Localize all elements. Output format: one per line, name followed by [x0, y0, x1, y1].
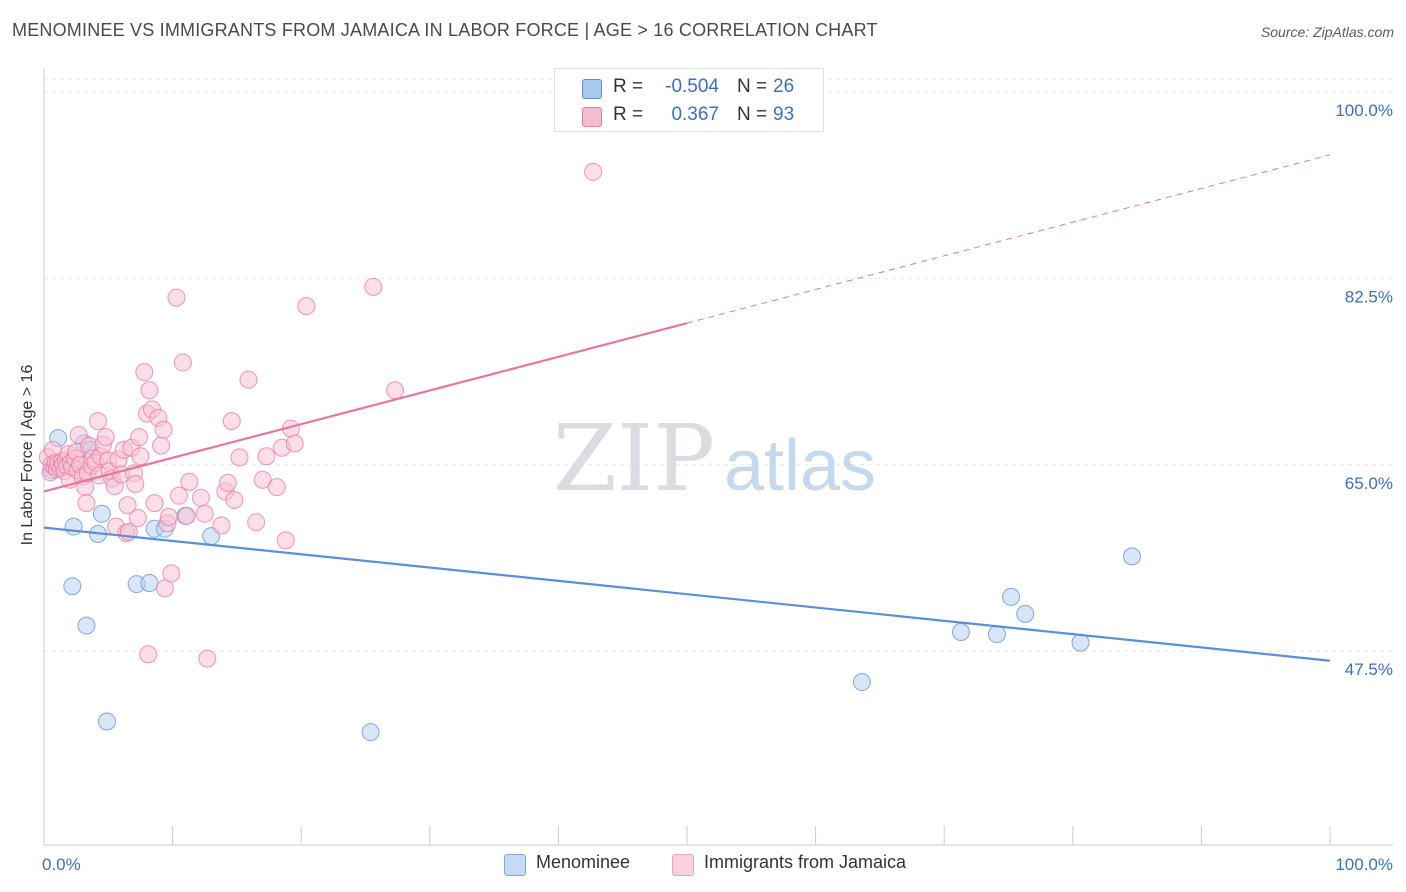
point-jamaica [159, 507, 178, 526]
watermark-zip: ZIP [553, 405, 715, 512]
r-value: -0.504 [665, 76, 719, 97]
trend-line-jamaica-projection [686, 154, 1331, 324]
point-jamaica [195, 504, 214, 523]
point-menominee [63, 577, 82, 596]
tick-labels: 100.0% 82.5% 65.0% 47.5% 0.0% 100.0% [42, 101, 1393, 874]
point-jamaica [139, 645, 158, 664]
point-jamaica [96, 428, 115, 447]
n-label: N = [737, 76, 768, 97]
point-menominee [1122, 547, 1141, 566]
point-jamaica [191, 488, 210, 507]
source-credit: Source: ZipAtlas.com [1260, 24, 1394, 40]
legend-swatch-menominee [504, 854, 526, 876]
point-menominee [98, 712, 117, 731]
point-jamaica [170, 486, 189, 505]
point-jamaica [247, 513, 266, 532]
chart-legend: Menominee Immigrants from Jamaica [0, 852, 1406, 876]
point-jamaica [364, 277, 383, 296]
point-jamaica [267, 478, 286, 497]
menominee-swatch [582, 79, 602, 99]
point-menominee [1002, 587, 1021, 606]
legend-label: Immigrants from Jamaica [704, 852, 907, 872]
point-jamaica [230, 448, 249, 467]
data-points [38, 162, 1141, 742]
stats-row-jamaica: R = 0.367 N = 93 [555, 101, 823, 129]
point-jamaica [239, 370, 258, 389]
y-tick-label: 100.0% [1335, 101, 1393, 120]
axes [43, 68, 1393, 846]
n-value: 26 [773, 76, 795, 97]
grid-lines [44, 78, 1393, 652]
point-jamaica [212, 516, 231, 535]
point-jamaica [145, 494, 164, 513]
point-menominee [140, 574, 159, 593]
x-tick-label: 0.0% [42, 855, 81, 874]
r-value: 0.367 [671, 104, 719, 125]
correlation-stats-box: R = -0.504 N = 26 R = 0.367 N = 93 [554, 68, 824, 132]
chart-title: MENOMINEE VS IMMIGRANTS FROM JAMAICA IN … [12, 20, 878, 40]
point-jamaica [257, 447, 276, 466]
point-jamaica [218, 473, 237, 492]
point-jamaica [155, 579, 174, 598]
point-jamaica [198, 649, 217, 668]
point-menominee [92, 504, 111, 523]
point-jamaica [253, 470, 272, 489]
point-jamaica [285, 434, 304, 453]
point-jamaica [177, 506, 196, 525]
point-jamaica [173, 353, 192, 372]
point-jamaica [222, 412, 241, 431]
trend-line-jamaica [43, 322, 688, 493]
point-menominee [361, 723, 380, 742]
point-jamaica [152, 436, 171, 455]
point-menominee [1016, 604, 1035, 623]
point-jamaica [297, 297, 316, 316]
point-menominee [77, 616, 96, 635]
r-label: R = [613, 104, 644, 125]
y-axis-label: In Labor Force | Age > 16 [19, 364, 36, 546]
point-jamaica [584, 162, 603, 181]
point-menominee [64, 517, 83, 536]
point-jamaica [140, 381, 159, 400]
point-jamaica [130, 428, 149, 447]
point-jamaica [131, 447, 150, 466]
point-jamaica [276, 531, 295, 550]
point-jamaica [386, 381, 405, 400]
point-jamaica [154, 420, 173, 439]
n-value: 93 [773, 104, 795, 125]
y-tick-label: 65.0% [1345, 474, 1393, 493]
point-jamaica [118, 496, 137, 515]
trend-line-menominee [43, 526, 1331, 662]
point-jamaica [77, 494, 96, 513]
legend-swatch-jamaica [672, 854, 694, 876]
point-jamaica [180, 472, 199, 491]
point-jamaica [128, 509, 147, 528]
watermark-atlas: atlas [724, 426, 876, 506]
stats-row-menominee: R = -0.504 N = 26 [555, 73, 823, 101]
trend-lines [43, 154, 1331, 662]
point-menominee [852, 673, 871, 692]
point-jamaica [167, 288, 186, 307]
point-jamaica [126, 474, 145, 493]
point-jamaica [162, 564, 181, 583]
r-label: R = [613, 76, 644, 97]
point-menominee [951, 622, 970, 641]
jamaica-swatch [582, 107, 602, 127]
legend-label: Menominee [536, 852, 631, 872]
y-tick-label: 82.5% [1345, 287, 1393, 306]
n-label: N = [737, 104, 768, 125]
point-jamaica [89, 412, 108, 431]
point-menominee [1071, 633, 1090, 652]
point-jamaica [225, 490, 244, 509]
point-jamaica [135, 363, 154, 382]
x-tick-label: 100.0% [1335, 855, 1393, 874]
point-menominee [987, 625, 1006, 644]
y-tick-label: 47.5% [1345, 660, 1393, 679]
